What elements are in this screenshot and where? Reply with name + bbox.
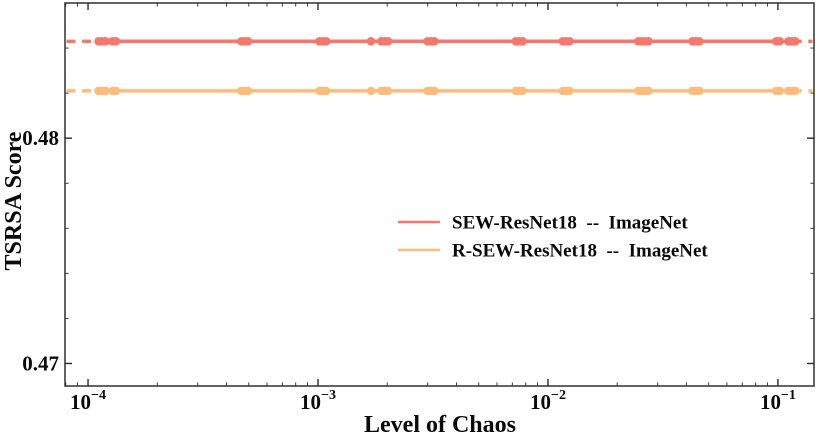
- series-marker: [565, 86, 574, 96]
- x-tick-label: 10−4: [70, 388, 106, 414]
- y-tick-label: 0.48: [22, 126, 59, 150]
- series-0: [66, 37, 813, 46]
- series-marker: [518, 37, 527, 46]
- series-marker: [321, 86, 331, 96]
- series-marker: [775, 86, 784, 96]
- y-tick-label: 0.47: [22, 351, 59, 375]
- data-series: [66, 37, 813, 96]
- axes: 10−4 10−3 10−2 10−1 0.47 0.48: [22, 2, 815, 414]
- series-marker: [790, 86, 800, 96]
- series-marker: [383, 37, 393, 46]
- x-tick-label: 10−3: [300, 388, 336, 414]
- series-marker: [111, 37, 121, 46]
- series-marker: [695, 37, 704, 46]
- series-marker: [430, 37, 439, 46]
- series-marker: [101, 37, 110, 46]
- series-marker: [430, 86, 439, 96]
- series-1: [66, 86, 813, 96]
- plot-spines: [64, 2, 815, 387]
- x-tick-label: 10−2: [530, 388, 566, 414]
- series-marker: [518, 86, 527, 96]
- legend-label-r-sew-resnet18: R-SEW-ResNet18 -- ImageNet: [452, 241, 708, 262]
- x-tick-label: 10−1: [760, 388, 796, 414]
- legend-label-sew-resnet18: SEW-ResNet18 -- ImageNet: [452, 213, 688, 234]
- series-marker: [111, 86, 121, 96]
- series-marker: [101, 86, 110, 96]
- legend: SEW-ResNet18 -- ImageNet R-SEW-ResNet18 …: [398, 213, 708, 262]
- series-marker: [790, 37, 800, 46]
- series-marker: [565, 37, 574, 46]
- x-axis-label: Level of Chaos: [364, 412, 516, 438]
- series-marker: [644, 86, 653, 96]
- series-marker: [243, 86, 253, 96]
- series-marker: [366, 86, 376, 96]
- series-marker: [775, 37, 784, 46]
- y-axis-label: TSRSA Score: [1, 131, 27, 270]
- series-marker: [366, 37, 376, 46]
- series-marker: [383, 86, 393, 96]
- series-marker: [321, 37, 331, 46]
- series-marker: [644, 37, 653, 46]
- series-marker: [695, 86, 704, 96]
- series-marker: [243, 37, 253, 46]
